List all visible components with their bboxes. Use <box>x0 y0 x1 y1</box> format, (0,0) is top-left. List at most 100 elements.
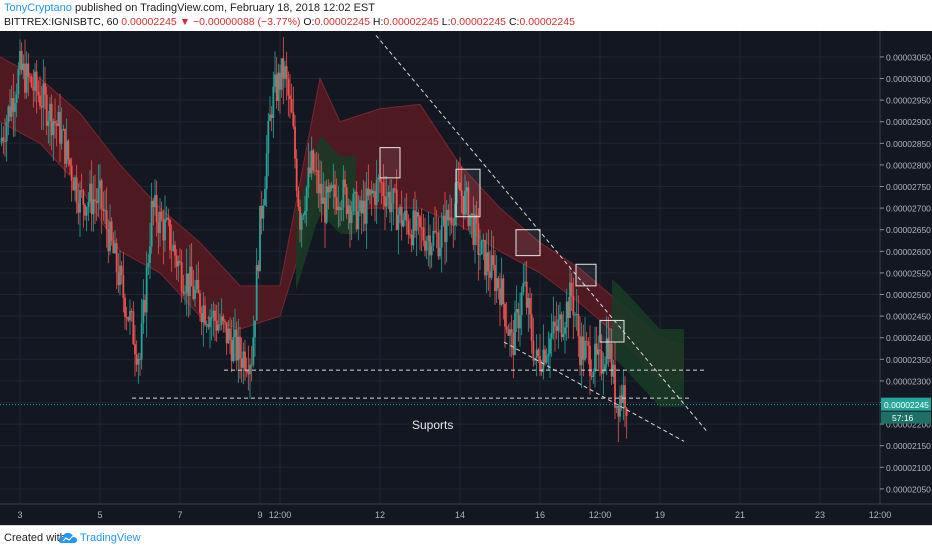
candle-body <box>435 231 438 233</box>
candle-body <box>182 290 185 294</box>
candle-body <box>129 311 131 321</box>
candle-body <box>379 177 381 182</box>
candle-body <box>542 349 545 373</box>
chart-area[interactable]: Suports 0.00003050 0.00003000 0.00002950 0.… <box>0 31 932 525</box>
candle-body <box>359 200 361 212</box>
candle-body <box>512 332 515 355</box>
candle-body <box>239 336 241 359</box>
candle-body <box>482 240 485 242</box>
candle-body <box>192 286 195 300</box>
candle-body <box>74 177 76 191</box>
candle-body <box>202 305 205 323</box>
candle-body <box>284 66 286 79</box>
candle-body <box>617 405 620 417</box>
candle-body <box>169 219 171 250</box>
candle-body <box>212 310 215 318</box>
candle-body <box>590 375 593 377</box>
candle-body <box>342 179 345 208</box>
candle-body <box>589 345 591 376</box>
candle-body <box>429 235 431 256</box>
candle-body <box>89 183 91 202</box>
price-chart[interactable]: Suports 0.000030500.000030000.000029500.… <box>0 31 932 525</box>
candle-body <box>122 275 125 298</box>
candle-body <box>612 364 615 377</box>
candle-body <box>579 336 581 366</box>
candle-body <box>345 187 348 215</box>
candle-body <box>625 408 628 416</box>
candle-body <box>187 273 190 296</box>
highlight-box <box>379 147 401 179</box>
candle-body <box>199 293 201 314</box>
candle-body <box>164 219 166 241</box>
highlight-box <box>455 168 481 218</box>
candle-body <box>82 191 85 205</box>
publish-line: TonyCryptano published on TradingView.co… <box>4 2 375 14</box>
candle-body <box>592 371 595 377</box>
candle-body <box>237 336 240 361</box>
candle-body <box>255 265 258 321</box>
candle-body <box>409 234 411 236</box>
candle-body <box>197 279 200 294</box>
candle-body <box>114 243 116 254</box>
candle-body <box>34 71 36 91</box>
tradingview-cloud-icon[interactable] <box>58 531 78 545</box>
y-tick-label: 0.00002900 <box>886 117 931 127</box>
time-axis[interactable]: 3 5 7 9 12:00 12 14 16 12:00 19 21 23 12:00 <box>0 503 932 525</box>
candle-body <box>362 200 365 214</box>
candle-body <box>137 358 140 365</box>
candle-body <box>522 282 525 293</box>
candle-body <box>419 216 421 228</box>
candle-body <box>584 340 586 360</box>
candle-body <box>497 278 500 289</box>
candle-body <box>207 324 210 328</box>
candle-body <box>260 206 263 219</box>
candle-body <box>244 351 246 371</box>
candle-body <box>569 282 571 319</box>
y-tick-label: 0.00002700 <box>886 204 931 214</box>
tradingview-brand-link[interactable]: TradingView <box>80 532 141 544</box>
candle-body <box>377 177 380 180</box>
candle-body <box>600 351 603 374</box>
candle-body <box>382 182 385 197</box>
candle-body <box>325 186 328 223</box>
candle-body <box>624 385 626 409</box>
candle-body <box>270 114 273 118</box>
y-tick-label: 0.00002150 <box>886 441 931 451</box>
price-axis-background <box>880 31 932 525</box>
y-tick-label: 0.00002650 <box>886 225 931 235</box>
candle-body <box>577 314 580 337</box>
candle-body <box>484 240 486 276</box>
candle-body <box>259 206 261 272</box>
candle-body <box>397 215 400 230</box>
candle-body <box>174 244 176 256</box>
candle-body <box>402 220 405 227</box>
candle-body <box>280 58 283 90</box>
candle-body <box>467 187 470 226</box>
candle-body <box>440 225 443 248</box>
candle-body <box>442 215 445 226</box>
candle-body <box>59 112 61 144</box>
candle-body <box>570 282 573 297</box>
candle-body <box>145 266 148 313</box>
x-tick-label: 12:00 <box>269 510 292 520</box>
candle-body <box>447 209 450 221</box>
candle-body <box>20 50 23 71</box>
candle-body <box>120 265 123 276</box>
candle-body <box>507 329 510 336</box>
candle-body <box>227 328 230 344</box>
candle-body <box>142 299 145 324</box>
countdown-tag <box>881 411 931 424</box>
author-link[interactable]: TonyCryptano <box>4 2 72 14</box>
candle-body <box>235 329 238 361</box>
candle-body <box>294 126 296 159</box>
candle-body <box>384 196 386 207</box>
published-text: published on TradingView.com, February 1… <box>74 2 375 14</box>
candle-body <box>22 63 25 71</box>
candle-body <box>69 159 71 166</box>
x-tick-label: 23 <box>815 510 825 520</box>
candle-body <box>439 247 441 257</box>
candle-body <box>500 278 503 305</box>
candle-body <box>494 264 496 291</box>
price-axis[interactable]: 0.00003050 0.00003000 0.00002950 0.00002900… <box>879 31 932 525</box>
